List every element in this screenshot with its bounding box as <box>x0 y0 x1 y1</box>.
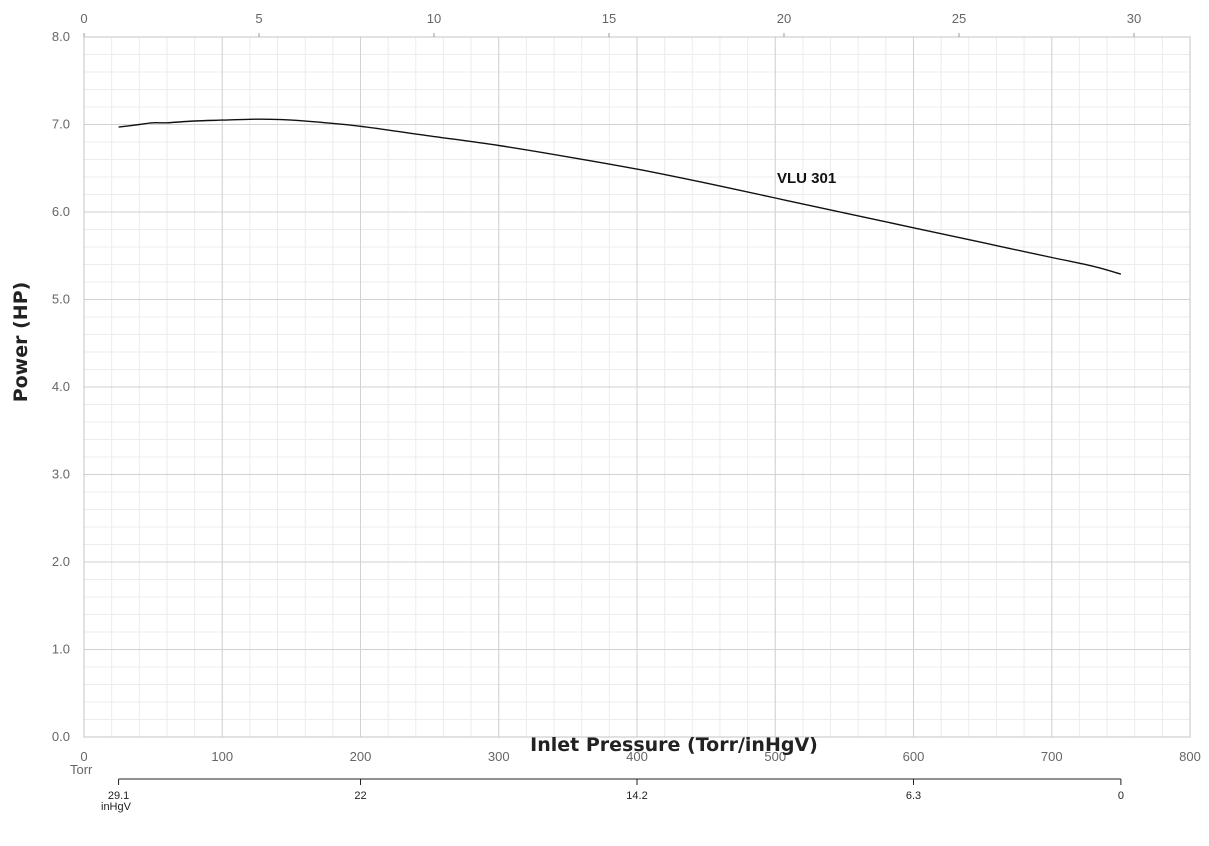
top-tick-label: 10 <box>427 11 441 26</box>
axes <box>83 36 1191 738</box>
top-tick-label: 5 <box>255 11 262 26</box>
x-tick-label: 700 <box>1041 749 1063 764</box>
x-unit-label: Torr <box>70 762 93 777</box>
inhg-tick-label: 14.2 <box>626 790 647 802</box>
inhg-tick-label: 29.1 <box>108 790 129 802</box>
y-tick-label: 3.0 <box>52 467 70 482</box>
y-tick-label: 5.0 <box>52 292 70 307</box>
x-axis-ticks: 0 100 200 300 400 500 600 700 800 <box>80 749 1200 764</box>
x-tick-label: 500 <box>764 749 786 764</box>
y-tick-label: 0.0 <box>52 729 70 744</box>
x-axis-title: Inlet Pressure (Torr/inHgV) <box>530 734 818 756</box>
y-axis-ticks: 0.0 1.0 2.0 3.0 4.0 5.0 6.0 7.0 8.0 <box>52 29 70 744</box>
series-line-vlu-301 <box>118 118 1122 275</box>
x-tick-label: 200 <box>350 749 372 764</box>
top-tick-label: 25 <box>952 11 966 26</box>
series-label-vlu-301: VLU 301 <box>777 170 836 187</box>
inhg-unit-label: inHgV <box>101 801 132 813</box>
y-tick-label: 2.0 <box>52 554 70 569</box>
x-tick-label: 600 <box>903 749 925 764</box>
inhg-tick-label: 22 <box>354 790 366 802</box>
top-tick-label: 0 <box>80 11 87 26</box>
inhg-axis-ticks: 29.1 22 14.2 6.3 0 <box>108 778 1124 802</box>
x-tick-label: 800 <box>1179 749 1201 764</box>
top-axis-ticks: 0 5 10 15 20 25 30 <box>80 11 1141 37</box>
y-tick-label: 6.0 <box>52 204 70 219</box>
x-tick-label: 100 <box>211 749 233 764</box>
inhg-tick-label: 6.3 <box>906 790 921 802</box>
top-tick-label: 20 <box>777 11 791 26</box>
y-tick-label: 7.0 <box>52 117 70 132</box>
plot-frame <box>83 36 1191 738</box>
series-group <box>118 118 1122 275</box>
y-tick-label: 8.0 <box>52 29 70 44</box>
y-axis-title: Power (HP) <box>10 282 32 403</box>
y-tick-label: 4.0 <box>52 379 70 394</box>
x-tick-label: 300 <box>488 749 510 764</box>
x-tick-label: 0 <box>80 749 87 764</box>
inhg-tick-label: 0 <box>1118 790 1124 802</box>
top-tick-label: 30 <box>1127 11 1141 26</box>
x-tick-label: 400 <box>626 749 648 764</box>
y-tick-label: 1.0 <box>52 642 70 657</box>
top-tick-label: 15 <box>602 11 616 26</box>
